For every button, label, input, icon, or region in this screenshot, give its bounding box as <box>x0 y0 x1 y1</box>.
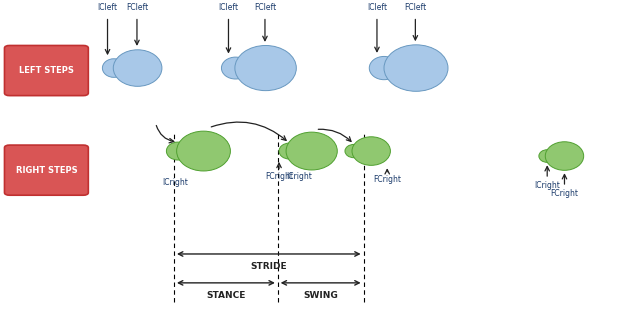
Text: STRIDE: STRIDE <box>250 262 287 271</box>
Text: FCleft: FCleft <box>404 3 426 12</box>
Text: STANCE: STANCE <box>206 291 246 300</box>
Text: RIGHT STEPS: RIGHT STEPS <box>15 166 77 175</box>
Ellipse shape <box>102 59 125 77</box>
Ellipse shape <box>539 150 556 162</box>
Text: ICright: ICright <box>286 172 312 181</box>
Text: FCright: FCright <box>550 189 579 198</box>
Text: ICright: ICright <box>534 181 560 190</box>
Text: ICleft: ICleft <box>218 3 239 12</box>
Ellipse shape <box>177 131 230 171</box>
Ellipse shape <box>545 142 584 170</box>
Ellipse shape <box>352 137 390 165</box>
Text: ICleft: ICleft <box>97 3 118 12</box>
Text: FCright: FCright <box>265 172 293 181</box>
FancyBboxPatch shape <box>4 145 88 195</box>
Text: FCright: FCright <box>373 175 401 184</box>
Text: FCleft: FCleft <box>254 3 276 12</box>
Ellipse shape <box>384 45 448 91</box>
Text: FCleft: FCleft <box>126 3 148 12</box>
Ellipse shape <box>279 143 300 159</box>
Text: SWING: SWING <box>303 291 338 300</box>
Text: LEFT STEPS: LEFT STEPS <box>19 66 74 75</box>
Ellipse shape <box>166 142 189 160</box>
Text: ICright: ICright <box>162 178 188 187</box>
Ellipse shape <box>221 57 250 79</box>
Ellipse shape <box>286 132 337 170</box>
Ellipse shape <box>113 50 162 86</box>
Ellipse shape <box>369 56 399 80</box>
Ellipse shape <box>235 45 296 91</box>
Text: ICleft: ICleft <box>367 3 387 12</box>
FancyBboxPatch shape <box>4 45 88 96</box>
Ellipse shape <box>345 144 363 158</box>
